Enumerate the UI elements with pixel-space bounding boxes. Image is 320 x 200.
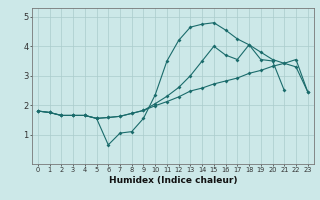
X-axis label: Humidex (Indice chaleur): Humidex (Indice chaleur) — [108, 176, 237, 185]
